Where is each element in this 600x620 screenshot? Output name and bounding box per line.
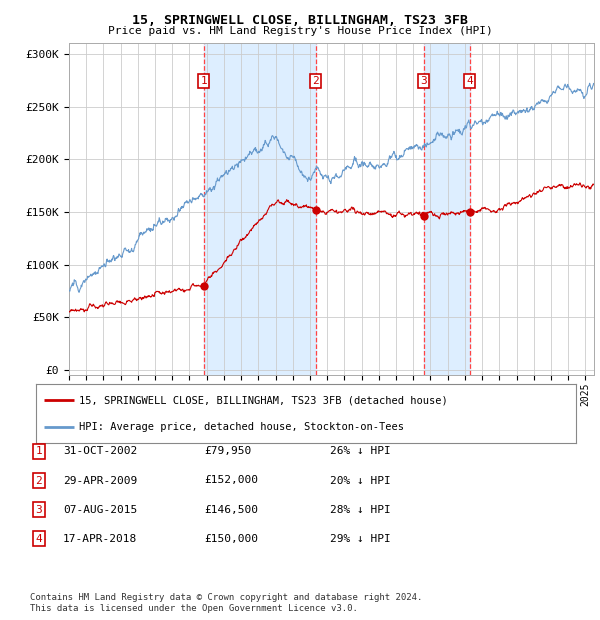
Text: Contains HM Land Registry data © Crown copyright and database right 2024.
This d: Contains HM Land Registry data © Crown c…: [30, 593, 422, 613]
Text: 15, SPRINGWELL CLOSE, BILLINGHAM, TS23 3FB: 15, SPRINGWELL CLOSE, BILLINGHAM, TS23 3…: [132, 14, 468, 27]
Text: HPI: Average price, detached house, Stockton-on-Tees: HPI: Average price, detached house, Stoc…: [79, 422, 404, 432]
Text: 28% ↓ HPI: 28% ↓ HPI: [330, 505, 391, 515]
Text: 15, SPRINGWELL CLOSE, BILLINGHAM, TS23 3FB (detached house): 15, SPRINGWELL CLOSE, BILLINGHAM, TS23 3…: [79, 396, 448, 405]
Text: 3: 3: [420, 76, 427, 86]
Text: 4: 4: [35, 534, 43, 544]
Text: Price paid vs. HM Land Registry's House Price Index (HPI): Price paid vs. HM Land Registry's House …: [107, 26, 493, 36]
Text: 2: 2: [35, 476, 43, 485]
Text: 29-APR-2009: 29-APR-2009: [63, 476, 137, 485]
Text: 2: 2: [312, 76, 319, 86]
Text: 1: 1: [35, 446, 43, 456]
Text: 4: 4: [467, 76, 473, 86]
Text: £150,000: £150,000: [204, 534, 258, 544]
Text: 1: 1: [200, 76, 207, 86]
Text: 26% ↓ HPI: 26% ↓ HPI: [330, 446, 391, 456]
Text: 3: 3: [35, 505, 43, 515]
Text: 07-AUG-2015: 07-AUG-2015: [63, 505, 137, 515]
Text: £79,950: £79,950: [204, 446, 251, 456]
Text: 31-OCT-2002: 31-OCT-2002: [63, 446, 137, 456]
Bar: [204, 43, 316, 375]
Bar: [424, 43, 470, 375]
Text: 29% ↓ HPI: 29% ↓ HPI: [330, 534, 391, 544]
Text: £152,000: £152,000: [204, 476, 258, 485]
Text: 17-APR-2018: 17-APR-2018: [63, 534, 137, 544]
Text: 20% ↓ HPI: 20% ↓ HPI: [330, 476, 391, 485]
Text: £146,500: £146,500: [204, 505, 258, 515]
